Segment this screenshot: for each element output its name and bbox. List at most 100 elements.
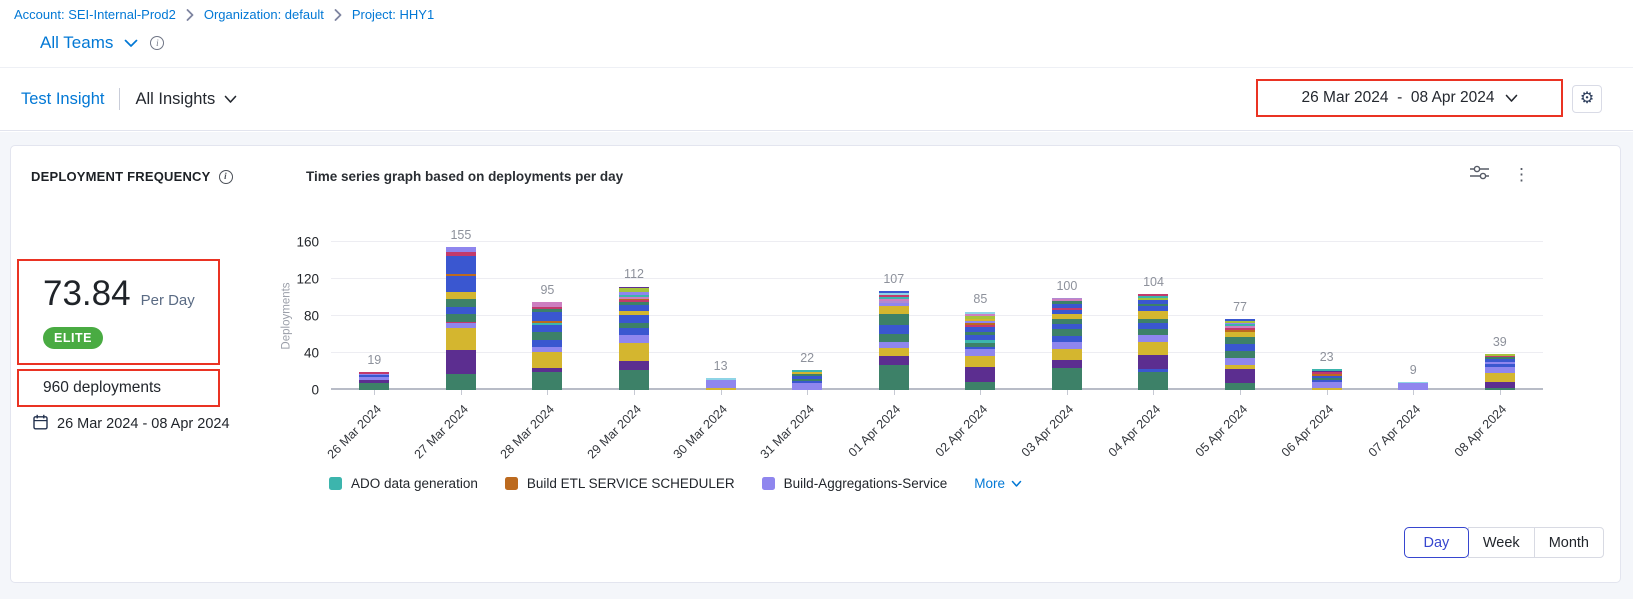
bar-segment: [1484, 356, 1515, 359]
bar-segment: [1484, 388, 1515, 390]
granularity-month-button[interactable]: Month: [1533, 527, 1604, 558]
x-axis-label: 28 Mar 2024: [497, 402, 558, 462]
vertical-divider: [119, 88, 121, 110]
stacked-bar[interactable]: [1398, 381, 1429, 390]
bar-segment: [619, 369, 650, 390]
stacked-bar[interactable]: [1311, 368, 1342, 390]
stacked-bar[interactable]: [965, 311, 996, 390]
bar-segment: [532, 352, 563, 368]
legend-more-button[interactable]: More: [974, 476, 1022, 491]
chevron-down-icon: [1505, 94, 1518, 103]
bar-value-label: 112: [624, 267, 644, 282]
bar-segment: [1225, 328, 1256, 330]
y-axis-title: Deployments: [281, 282, 293, 350]
bar-segment: [619, 334, 650, 343]
breadcrumb-item[interactable]: Project: HHY1: [351, 7, 435, 22]
team-selector-label: All Teams: [40, 33, 114, 52]
bar-segment: [1138, 311, 1169, 319]
granularity-day-button[interactable]: Day: [1403, 527, 1469, 558]
bar-slot: 19 26 Mar 2024: [325, 242, 418, 462]
bar-segment: [1138, 318, 1169, 323]
bar-segment: [965, 325, 996, 328]
bar-segment: [445, 374, 476, 390]
insight-name-link[interactable]: Test Insight: [21, 89, 105, 108]
kebab-menu-button[interactable]: [1513, 166, 1530, 183]
bar-segment: [532, 306, 563, 309]
chart-legend: ADO data generation Build ETL SERVICE SCH…: [329, 476, 1022, 491]
bar-segment: [878, 325, 909, 334]
stacked-bar[interactable]: [1484, 354, 1515, 390]
bar-segment: [878, 292, 909, 295]
info-icon[interactable]: [218, 169, 233, 184]
legend-swatch: [329, 477, 342, 490]
bar-segment: [1225, 357, 1256, 366]
bar-segment: [532, 312, 563, 321]
bar-value-label: 19: [367, 353, 382, 368]
x-axis-label: 03 Apr 2024: [1019, 402, 1077, 460]
bar-segment: [619, 361, 650, 370]
bar-segment: [1484, 373, 1515, 382]
team-selector-dropdown[interactable]: All Teams: [40, 33, 138, 53]
bar-segment: [965, 318, 996, 321]
x-tick-mark: [1153, 390, 1155, 395]
bar-segment: [619, 294, 650, 297]
stacked-bar[interactable]: [1051, 297, 1082, 390]
bar-segment: [965, 311, 996, 315]
chevron-down-icon: [224, 95, 237, 104]
stacked-bar[interactable]: [619, 286, 650, 390]
all-insights-dropdown[interactable]: All Insights: [135, 90, 237, 109]
chart-filter-button[interactable]: [1470, 165, 1489, 183]
bar-slot: 107 01 Apr 2024: [846, 242, 937, 460]
bar-segment: [445, 350, 476, 375]
period-label: 26 Mar 2024 - 08 Apr 2024: [57, 416, 230, 432]
bar-segment: [878, 365, 909, 390]
stacked-bar[interactable]: [532, 302, 563, 390]
date-range-selector[interactable]: 26 Mar 2024 - 08 Apr 2024: [1301, 89, 1517, 107]
bar-segment: [1311, 388, 1342, 390]
stacked-bar[interactable]: [359, 372, 390, 390]
settings-button[interactable]: [1572, 85, 1602, 113]
stacked-bar[interactable]: [878, 291, 909, 390]
stacked-bar[interactable]: [1138, 293, 1169, 390]
bar-segment: [619, 323, 650, 329]
bar-segment: [1225, 351, 1256, 358]
bar-segment: [532, 322, 563, 326]
stacked-bar[interactable]: [792, 369, 823, 390]
bar-segment: [1484, 358, 1515, 363]
legend-item[interactable]: ADO data generation: [329, 476, 478, 491]
bar-slot: 104 04 Apr 2024: [1106, 242, 1197, 460]
x-tick-mark: [547, 390, 549, 395]
bar-segment: [878, 296, 909, 300]
breadcrumb-item[interactable]: Account: SEI-Internal-Prod2: [14, 7, 176, 22]
granularity-week-button[interactable]: Week: [1467, 527, 1535, 558]
bar-segment: [965, 314, 996, 317]
legend-swatch: [504, 477, 518, 490]
bar-segment: [705, 379, 736, 389]
stacked-bar[interactable]: [1225, 318, 1256, 390]
header-top-row: Account: SEI-Internal-Prod2 Organization:…: [0, 0, 1633, 68]
header: Account: SEI-Internal-Prod2 Organization:…: [0, 0, 1633, 132]
breadcrumb-item[interactable]: Organization: default: [203, 7, 324, 22]
bar-segment: [532, 367, 563, 373]
bar-segment: [705, 388, 736, 390]
elite-badge: ELITE: [43, 327, 103, 349]
legend-item[interactable]: Build-Aggregations-Service: [761, 476, 947, 491]
legend-item[interactable]: Build ETL SERVICE SCHEDULER: [504, 476, 735, 491]
bar-slot: 155 27 Mar 2024: [411, 228, 505, 462]
stacked-bar[interactable]: [445, 246, 476, 390]
bar-segment: [1225, 382, 1256, 390]
stacked-bar[interactable]: [705, 378, 736, 390]
bar-segment: [1051, 314, 1082, 319]
bar-slot: 9 07 Apr 2024: [1366, 242, 1457, 460]
bar-segment: [1484, 381, 1515, 389]
bar-value-label: 23: [1319, 349, 1334, 364]
bar-segment: [1311, 372, 1342, 375]
info-icon[interactable]: [150, 36, 165, 50]
bar-segment: [445, 255, 476, 275]
gridline: [331, 315, 1543, 316]
bar-segment: [965, 342, 996, 347]
bar-segment: [1484, 355, 1515, 357]
bar-segment: [619, 302, 650, 305]
bar-segment: [1225, 337, 1256, 344]
chevron-right-icon: [186, 8, 194, 21]
